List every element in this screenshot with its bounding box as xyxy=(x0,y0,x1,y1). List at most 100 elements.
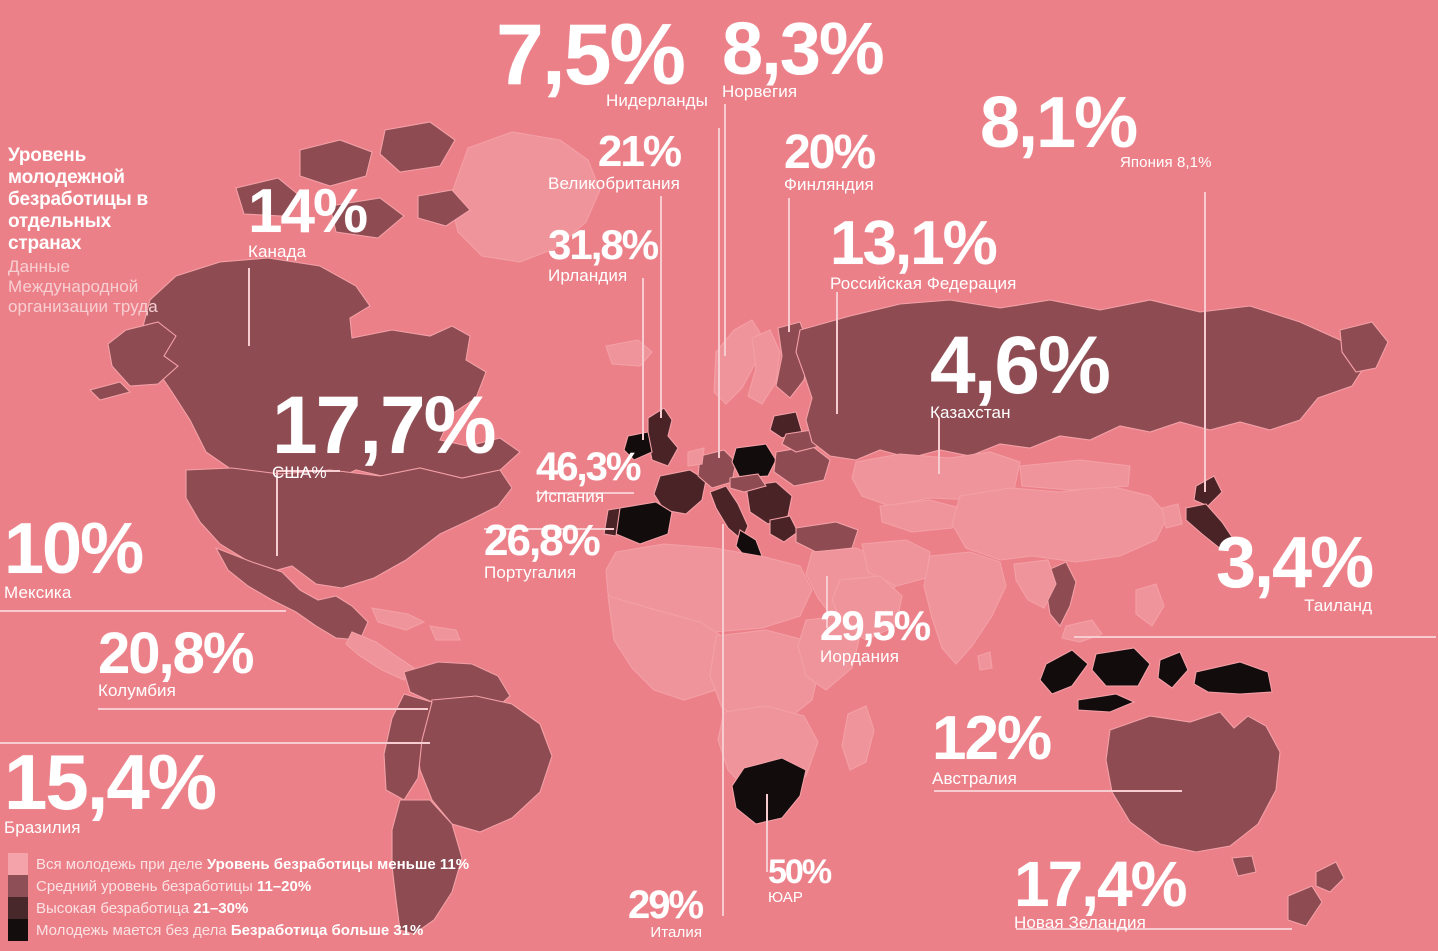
marker-jordan: 29,5% Иордания xyxy=(820,605,931,667)
marker-netherlands: 7,5% Нидерланды xyxy=(496,12,708,110)
marker-south-africa: 50% ЮАР xyxy=(768,853,832,906)
leader-line-canada xyxy=(248,268,250,346)
country-canada-arctic-1 xyxy=(300,140,372,186)
country-canada-arctic-2 xyxy=(380,122,455,172)
marker-value-japan: 8,1% xyxy=(980,83,1138,163)
leader-line-russia xyxy=(836,292,838,414)
country-central-africa xyxy=(710,630,820,726)
leader-line-colombia xyxy=(98,708,428,710)
marker-label-colombia: Колумбия xyxy=(98,681,176,701)
leader-line-australia xyxy=(934,790,1182,792)
country-sri-lanka xyxy=(978,652,992,670)
legend-text-mid: Средний уровень безработицы xyxy=(36,877,257,895)
marker-uk: 21% Великобритания xyxy=(548,127,682,193)
marker-value-usa: 17,7% xyxy=(272,380,497,471)
leader-line-usa-v xyxy=(276,470,278,556)
marker-label-new-zealand: Новая Зеландия xyxy=(1014,913,1146,933)
country-madagascar xyxy=(842,706,874,770)
country-new-zealand-south xyxy=(1288,886,1322,926)
legend-text-high: Высокая безработица xyxy=(36,899,194,917)
marker-value-brazil: 15,4% xyxy=(4,738,217,826)
marker-canada: 14% Канада xyxy=(248,177,368,261)
country-cuba xyxy=(372,608,424,630)
marker-label-russia: Российская Федерация xyxy=(830,273,1017,293)
legend-swatch-high xyxy=(8,897,28,919)
marker-value-mexico: 10% xyxy=(4,509,144,589)
country-japan xyxy=(1194,476,1222,506)
country-japan-honshu xyxy=(1186,504,1234,550)
legend-row: Молодежь мается без дела Безработица бол… xyxy=(8,919,438,941)
legend-row: Высокая безработица 21–30% xyxy=(8,897,438,919)
country-tasmania xyxy=(1232,856,1256,876)
page-title-block: Уровень молодежной безработицы в отдельн… xyxy=(8,145,183,317)
marker-value-south-africa: 50% xyxy=(768,853,832,891)
country-france xyxy=(654,470,706,514)
marker-value-colombia: 20,8% xyxy=(98,621,254,686)
country-mexico xyxy=(216,548,368,640)
country-uk xyxy=(648,408,678,466)
country-indonesia-java xyxy=(1078,694,1134,712)
leader-line-portugal xyxy=(484,528,614,530)
marker-brazil: 15,4% Бразилия xyxy=(4,738,217,837)
marker-value-canada: 14% xyxy=(248,177,368,246)
map-landmasses xyxy=(90,122,1388,934)
marker-label-ireland: Ирландия xyxy=(548,265,628,285)
country-new-guinea xyxy=(1194,662,1272,694)
country-myanmar-vietnam xyxy=(1014,560,1056,608)
legend-swatch-low xyxy=(8,853,28,875)
country-malaysia xyxy=(1062,620,1102,642)
country-canada-arctic-3 xyxy=(236,178,300,216)
leader-line-south-africa xyxy=(766,794,768,872)
leader-line-ireland xyxy=(642,278,644,440)
country-east-africa xyxy=(798,616,860,690)
country-indonesia-sulawesi xyxy=(1158,652,1188,688)
leader-line-brazil xyxy=(0,742,430,744)
marker-value-uk: 21% xyxy=(597,127,682,176)
marker-thailand: 3,4% Таиланд xyxy=(1216,527,1374,616)
country-iceland xyxy=(606,340,652,366)
marker-label-usa: США% xyxy=(272,463,327,483)
marker-spain: 46,3% Испания xyxy=(536,445,641,507)
page-title: Уровень молодежной безработицы в отдельн… xyxy=(8,145,149,255)
country-central-asia xyxy=(880,500,960,532)
marker-label-italy: Италия xyxy=(650,924,703,942)
marker-value-russia: 13,1% xyxy=(830,209,998,278)
leader-line-new-zealand xyxy=(1016,928,1292,930)
marker-label-australia: Австралия xyxy=(932,768,1017,788)
leader-line-japan xyxy=(1204,192,1206,492)
marker-label-thailand: Таиланд xyxy=(1304,596,1373,616)
country-ireland xyxy=(624,432,652,460)
marker-label-mexico: Мексика xyxy=(4,583,72,603)
country-poland xyxy=(732,444,776,478)
marker-portugal: 26,8% Португалия xyxy=(484,516,601,582)
leader-line-uk xyxy=(660,196,662,418)
legend-bold-low: Уровень безработицы меньше 11% xyxy=(206,855,470,873)
legend-bold-mid: 11–20% xyxy=(256,877,312,895)
country-usa xyxy=(186,468,512,588)
leader-line-spain xyxy=(536,492,634,494)
marker-value-norway: 8,3% xyxy=(722,7,885,90)
legend-row: Средний уровень безработицы 11–20% xyxy=(8,875,438,897)
country-hispaniola xyxy=(430,626,460,640)
legend-swatch-mid xyxy=(8,875,28,897)
marker-label-spain: Испания xyxy=(536,487,605,507)
marker-value-kazakhstan: 4,6% xyxy=(930,320,1111,411)
country-china xyxy=(952,486,1168,562)
country-indonesia-borneo xyxy=(1092,648,1150,686)
marker-value-portugal: 26,8% xyxy=(484,516,601,565)
marker-value-italy: 29% xyxy=(628,883,704,927)
marker-russia: 13,1% Российская Федерация xyxy=(830,209,1017,293)
marker-value-spain: 46,3% xyxy=(536,445,641,489)
marker-new-zealand: 17,4% Новая Зеландия xyxy=(1014,852,1187,933)
leader-line-kazakhstan xyxy=(938,418,940,474)
country-brazil xyxy=(416,696,552,832)
country-russia-kamchatka xyxy=(1340,322,1388,372)
country-turkey xyxy=(796,522,858,552)
country-benelux xyxy=(688,448,704,466)
legend-label-mid: Средний уровень безработицы 11–20% xyxy=(36,879,311,894)
country-india xyxy=(924,552,1006,664)
country-indonesia-sumatra xyxy=(1040,650,1088,694)
marker-australia: 12% Австралия xyxy=(932,708,1052,788)
marker-label-brazil: Бразилия xyxy=(4,817,81,837)
